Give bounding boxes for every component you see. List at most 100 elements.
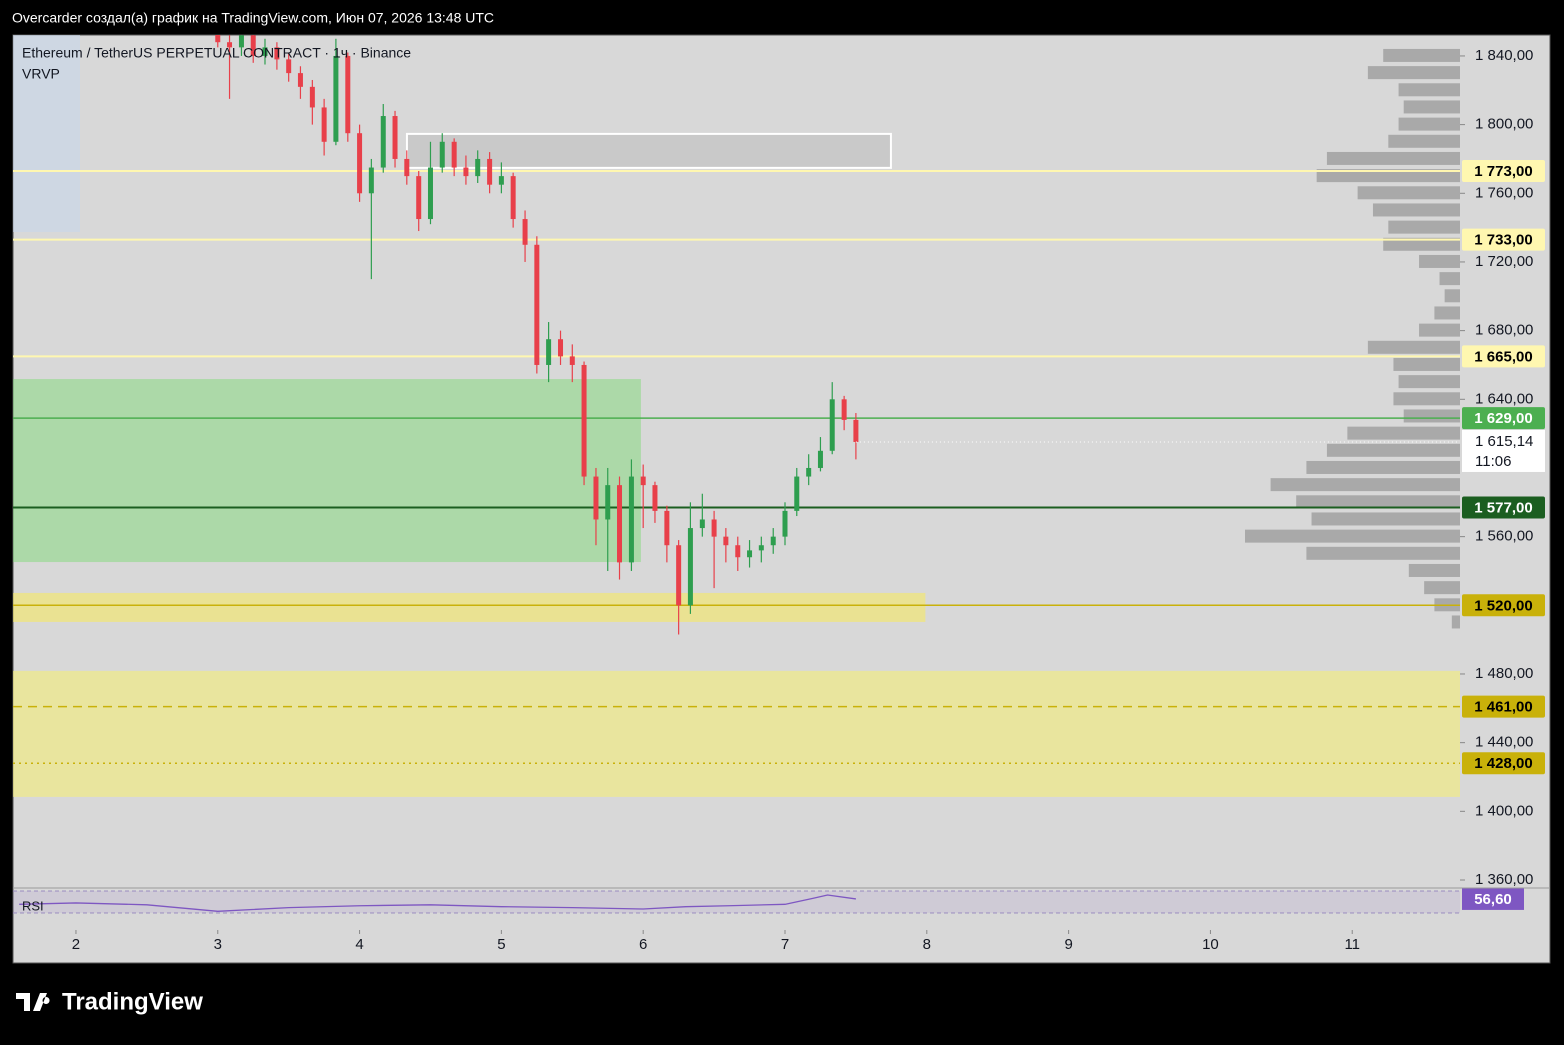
candle-body [297,73,303,87]
volume-row [1439,272,1460,286]
x-tick-label: 5 [497,936,505,953]
y-tick-label: 1 840,00 [1475,47,1533,64]
candle-body [546,339,552,365]
x-tick-label: 7 [781,936,789,953]
brand: TradingView [62,988,203,1015]
candle-body [238,35,244,48]
candle-body [640,476,646,486]
volume-row [1326,443,1460,457]
candle-body [735,545,741,558]
volume-row [1424,581,1460,595]
candle-body [817,450,823,468]
candle-body [345,55,351,134]
candle-body [416,176,422,220]
volume-row [1398,375,1460,389]
candle-body [806,467,812,477]
x-tick-label: 6 [639,936,647,953]
volume-row [1388,220,1460,234]
level-label: 1 520,00 [1474,597,1532,614]
rsi-line [19,894,856,912]
candle-body [498,176,504,185]
volume-row [1383,48,1460,62]
candle-body [463,167,469,177]
candle-body [782,510,788,537]
volume-row [1316,169,1460,183]
x-tick-label: 4 [355,936,363,953]
candle-body [487,158,493,185]
candle-body [380,116,386,168]
candle-body [770,536,776,546]
y-tick-label: 1 440,00 [1475,734,1533,751]
volume-row [1398,117,1460,131]
candle-body [333,55,339,142]
rsi-badge [1462,887,1524,910]
zone [13,379,641,563]
volume-row [1383,237,1460,251]
x-tick-label: 8 [923,936,931,953]
candle-body [534,244,540,365]
volume-row [1367,66,1460,80]
volume-row [1311,512,1460,526]
candle-body [392,116,398,159]
volume-row [1296,495,1460,509]
zone [13,670,1460,797]
candle-body [522,219,528,245]
candle-body [605,485,611,520]
level-label: 1 733,00 [1474,232,1532,249]
volume-row [1372,203,1460,217]
rsi-label: RSI [22,898,44,913]
candle-body [758,545,764,551]
volume-row [1434,306,1460,320]
volume-row [1403,100,1460,114]
vrvp-range [13,35,80,232]
zone [13,592,926,622]
x-tick-label: 2 [72,936,80,953]
candle-body [262,47,268,56]
candle-body [687,528,693,606]
level-label: 1 773,00 [1474,163,1532,180]
candle-body [593,476,599,520]
candle-body [711,519,717,537]
header: Overcarder создал(а) график на TradingVi… [12,10,494,26]
y-tick-label: 1 360,00 [1475,871,1533,888]
candle-body [357,133,363,194]
countdown: 11:06 [1475,453,1511,470]
volume-row [1367,340,1460,354]
y-tick-label: 1 640,00 [1475,390,1533,407]
brand-logo: TradingView [16,988,203,1015]
candle-body [309,86,315,108]
last-price-badge [1462,429,1545,472]
candle-body [250,35,256,56]
x-tick-label: 3 [214,936,222,953]
volume-row [1419,254,1460,268]
volume-row [1398,83,1460,97]
volume-row [1393,392,1460,406]
volume-row [1451,615,1460,629]
candle-body [439,141,445,168]
candle-body [829,399,835,451]
y-tick-label: 1 480,00 [1475,665,1533,682]
candle-body [286,59,292,74]
y-tick-label: 1 560,00 [1475,528,1533,545]
candle-body [747,550,753,558]
y-tick-label: 1 720,00 [1475,253,1533,270]
candle-body [676,545,682,606]
candle-body [652,485,658,511]
level-badge [1462,345,1545,368]
volume-row [1357,186,1460,200]
volume-row [1326,151,1460,165]
volume-row [1393,357,1460,371]
level-label: 1 665,00 [1474,348,1532,365]
x-tick-label: 9 [1064,936,1072,953]
candle-body [581,364,587,477]
candle-body [569,356,575,365]
y-tick-label: 1 800,00 [1475,116,1533,133]
level-badge [1462,752,1545,775]
level-label: 1 577,00 [1474,499,1532,516]
level-badge [1462,159,1545,182]
level-label: 1 428,00 [1474,755,1532,772]
overlay: 1 840,00 1 800,00 1 760,00 1 720,00 1 680,00… [19,47,1545,953]
level-badge [1462,496,1545,519]
last-price-label: 1 615,14 [1475,433,1533,450]
